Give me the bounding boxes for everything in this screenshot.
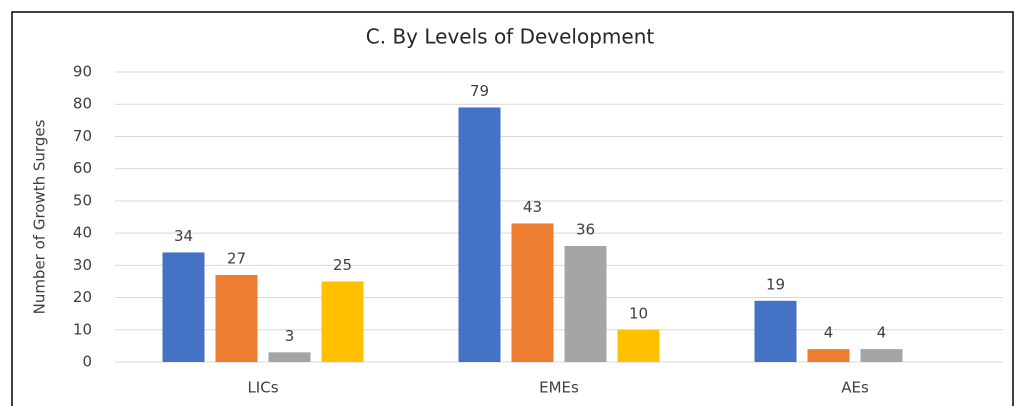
- y-tick-label: 30: [73, 256, 92, 274]
- data-label: 19: [766, 275, 785, 293]
- data-label: 10: [629, 304, 648, 322]
- data-label: 43: [523, 198, 542, 216]
- bar: [807, 349, 850, 362]
- y-axis-title: Number of Growth Surges: [31, 119, 49, 314]
- bar: [511, 223, 554, 362]
- data-label: 34: [174, 227, 193, 245]
- x-tick-label: LICs: [247, 379, 278, 397]
- bar: [458, 107, 501, 362]
- x-tick-label: EMEs: [539, 379, 579, 397]
- x-tick-label: AEs: [841, 379, 869, 397]
- bar: [860, 349, 903, 362]
- y-tick-label: 20: [73, 288, 92, 306]
- bar: [321, 281, 364, 362]
- bar: [617, 329, 660, 362]
- bar: [162, 252, 205, 362]
- y-tick-label: 50: [73, 191, 92, 209]
- y-tick-label: 40: [73, 224, 92, 242]
- y-tick-label: 80: [73, 95, 92, 113]
- bar: [215, 275, 258, 362]
- data-label: 79: [470, 82, 489, 100]
- y-tick-label: 0: [82, 353, 92, 371]
- data-label: 3: [285, 327, 295, 345]
- y-tick-label: 10: [73, 320, 92, 338]
- data-label: 4: [824, 324, 834, 342]
- y-tick-label: 60: [73, 159, 92, 177]
- bar: [754, 300, 797, 362]
- data-label: 4: [877, 324, 887, 342]
- y-tick-label: 70: [73, 127, 92, 145]
- bar: [564, 246, 607, 362]
- chart-title: C. By Levels of Development: [366, 25, 655, 49]
- y-tick-label: 90: [73, 63, 92, 81]
- data-label: 27: [227, 250, 246, 268]
- bar: [268, 352, 311, 362]
- data-label: 36: [576, 221, 595, 239]
- data-label: 25: [333, 256, 352, 274]
